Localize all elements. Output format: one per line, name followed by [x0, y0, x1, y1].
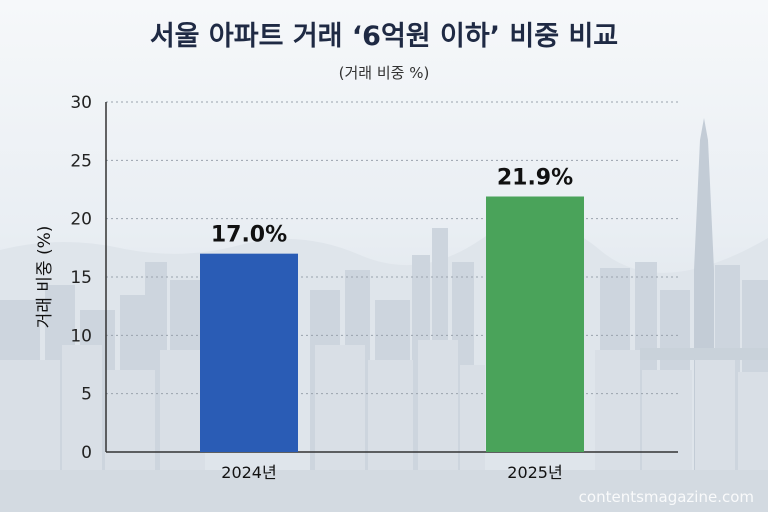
- y-tick-label: 30: [70, 93, 92, 113]
- chart-subtitle: (거래 비중 %): [338, 64, 430, 82]
- y-tick-label: 20: [70, 210, 92, 230]
- chart-title: 서울 아파트 거래 ‘6억원 이하’ 비중 비교: [149, 21, 619, 52]
- data-label: 17.0%: [211, 223, 287, 248]
- y-tick-label: 5: [81, 385, 92, 405]
- bar: [200, 253, 298, 452]
- y-tick-label: 25: [70, 151, 92, 171]
- x-tick-label: 2025년: [507, 463, 562, 482]
- bar: [486, 196, 584, 452]
- watermark: contentsmagazine.com: [578, 488, 754, 506]
- y-tick-label: 10: [70, 326, 92, 346]
- y-tick-label: 15: [70, 268, 92, 288]
- y-axis-label: 거래 비중 (%): [35, 226, 55, 329]
- data-label: 21.9%: [497, 166, 573, 191]
- x-tick-label: 2024년: [221, 463, 276, 482]
- y-tick-label: 0: [81, 443, 92, 463]
